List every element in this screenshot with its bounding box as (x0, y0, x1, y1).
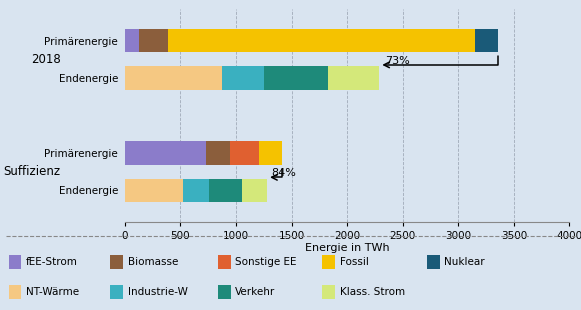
X-axis label: Energie in TWh: Energie in TWh (305, 243, 389, 254)
Text: 73%: 73% (385, 55, 410, 65)
Bar (259, 141, 282, 165)
Text: 2018: 2018 (31, 53, 60, 66)
Text: Fossil: Fossil (340, 257, 369, 267)
Text: Klass. Strom: Klass. Strom (340, 287, 405, 297)
Bar (125, 29, 139, 52)
Bar (475, 29, 498, 52)
Text: fEE-Strom: fEE-Strom (26, 257, 78, 267)
Bar (206, 141, 231, 165)
Bar (125, 66, 221, 90)
Text: Biomasse: Biomasse (128, 257, 178, 267)
Bar (182, 179, 209, 202)
Text: Nuklear: Nuklear (444, 257, 485, 267)
Bar (328, 66, 379, 90)
Bar (231, 141, 259, 165)
Bar (209, 179, 242, 202)
Bar (221, 66, 264, 90)
Text: 84%: 84% (271, 168, 296, 178)
Bar (139, 29, 168, 52)
Text: Industrie-W: Industrie-W (128, 287, 188, 297)
Text: NT-Wärme: NT-Wärme (26, 287, 79, 297)
Bar (168, 29, 475, 52)
Bar (125, 141, 206, 165)
Bar (264, 66, 328, 90)
Bar (125, 179, 182, 202)
Text: Verkehr: Verkehr (235, 287, 275, 297)
Text: Suffizienz: Suffizienz (3, 165, 60, 178)
Bar (242, 179, 267, 202)
Text: Sonstige EE: Sonstige EE (235, 257, 297, 267)
